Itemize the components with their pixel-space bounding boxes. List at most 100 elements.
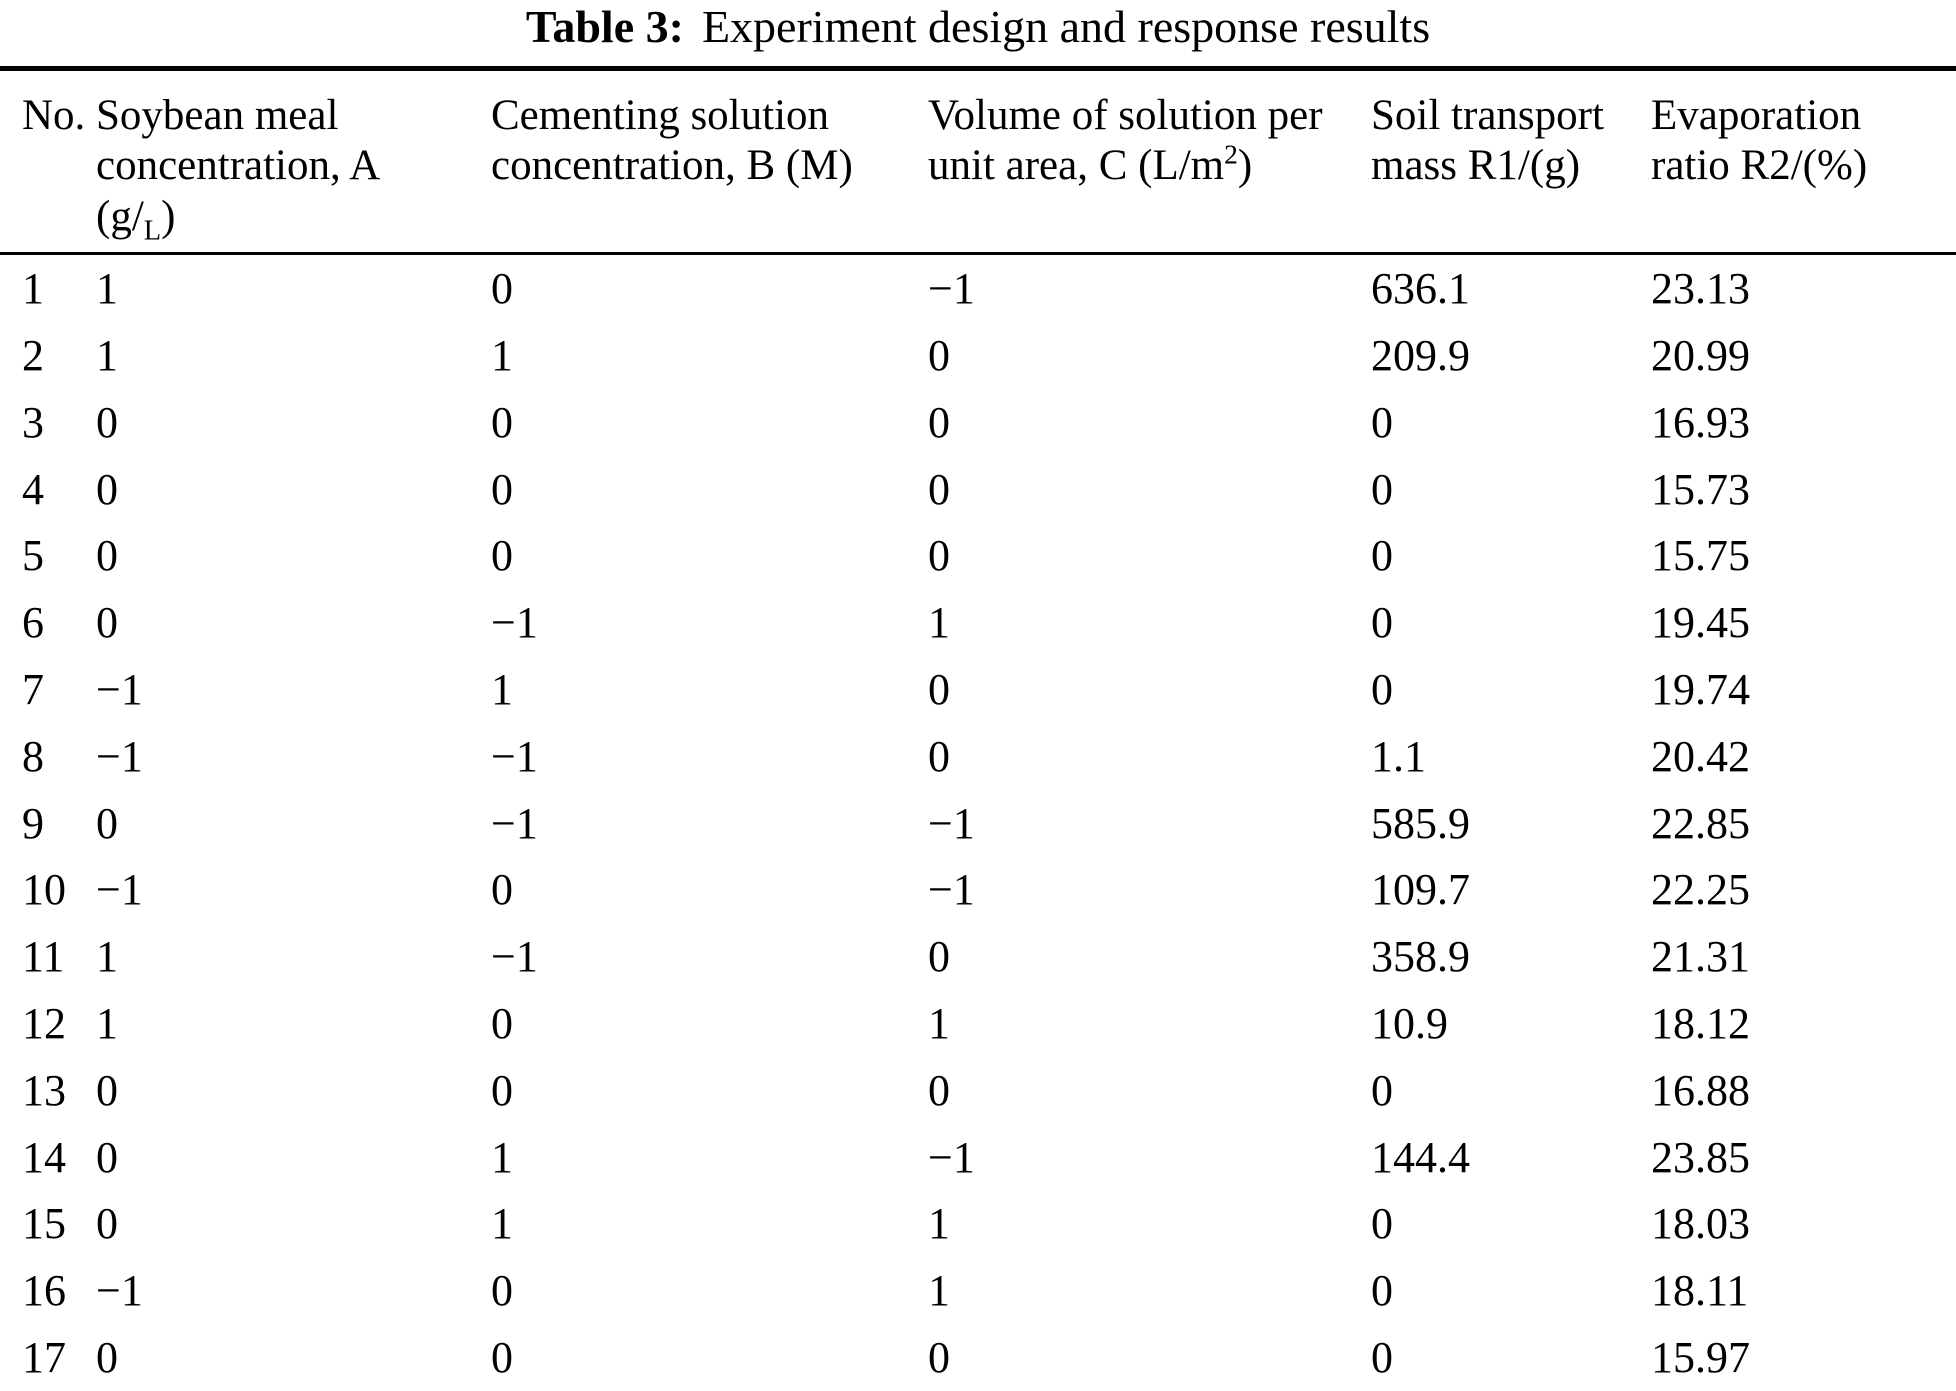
table-cell: 20.42 — [1651, 731, 1750, 781]
table-cell: −1 — [96, 731, 143, 781]
table-cell: 3 — [22, 397, 44, 447]
table-cell: 18.12 — [1651, 999, 1750, 1049]
table-cell: 22.25 — [1651, 865, 1750, 915]
table-cell: 0 — [928, 731, 950, 781]
table-cell: 0 — [928, 397, 950, 447]
header-evaporation-ratio: Evaporation ratio R2/(%) — [1651, 68, 1956, 256]
table-cell: 0 — [1371, 1199, 1393, 1249]
table-caption-label: Table 3: — [525, 1, 684, 52]
table-row: 9 0 −1 −1 585.9 22.85 — [0, 790, 1956, 857]
table-row: 15 0 1 1 0 18.03 — [0, 1191, 1956, 1258]
table-cell: 0 — [491, 999, 513, 1049]
table-cell: 5 — [22, 531, 44, 581]
table-caption-text: Experiment design and response results — [701, 1, 1431, 52]
table-cell: 4 — [22, 464, 44, 514]
table-cell: −1 — [928, 798, 975, 848]
table-cell: −1 — [928, 1132, 975, 1182]
table-cell: 15.97 — [1651, 1333, 1750, 1383]
table-row: 8 −1 −1 0 1.1 20.42 — [0, 723, 1956, 790]
table-cell: 11 — [22, 932, 65, 982]
table-cell: 18.03 — [1651, 1199, 1750, 1249]
table-cell: 19.45 — [1651, 598, 1750, 648]
table-cell: 109.7 — [1371, 865, 1470, 915]
table-cell: 1 — [928, 1266, 950, 1316]
table-cell: 0 — [928, 665, 950, 715]
table-row: 16 −1 0 1 0 18.11 — [0, 1257, 1956, 1324]
table-cell: 1 — [928, 598, 950, 648]
table-row: 13 0 0 0 0 16.88 — [0, 1057, 1956, 1124]
table-cell: 1 — [928, 1199, 950, 1249]
header-soybean-concentration: Soybean meal concentration, A (g/L) — [96, 68, 491, 256]
table-cell: 0 — [928, 932, 950, 982]
table-cell: 0 — [96, 1132, 118, 1182]
table-cell: 21.31 — [1651, 932, 1750, 982]
table-row: 17 0 0 0 0 15.97 — [0, 1324, 1956, 1391]
table-cell: 22.85 — [1651, 798, 1750, 848]
table-cell: 585.9 — [1371, 798, 1470, 848]
table-cell: 9 — [22, 798, 44, 848]
table-cell: 1.1 — [1371, 731, 1426, 781]
table-cell: 0 — [1371, 1333, 1393, 1383]
table-cell: 0 — [96, 1065, 118, 1115]
table-cell: 0 — [96, 464, 118, 514]
header-row: No. Soybean meal concentration, A (g/L) … — [0, 68, 1956, 256]
table-cell: 1 — [96, 932, 118, 982]
table-cell: 0 — [491, 464, 513, 514]
table-body: 1 1 0 −1 636.1 23.13 2 1 1 0 209.9 20.99 3 0 0 0 0 16.93 4… — [0, 254, 1956, 1391]
table-cell: 15.73 — [1651, 464, 1750, 514]
table-cell: 16.93 — [1651, 397, 1750, 447]
table-cell: 1 — [22, 264, 44, 314]
table-row: 1 1 0 −1 636.1 23.13 — [0, 254, 1956, 322]
table-cell: −1 — [96, 665, 143, 715]
table-cell: 17 — [22, 1333, 66, 1383]
table-row: 4 0 0 0 0 15.73 — [0, 456, 1956, 523]
table-cell: 0 — [96, 1199, 118, 1249]
table-cell: 0 — [491, 1333, 513, 1383]
table-cell: 0 — [928, 331, 950, 381]
table-cell: −1 — [491, 731, 538, 781]
table-cell: 12 — [22, 999, 66, 1049]
table-cell: −1 — [491, 798, 538, 848]
table-cell: 18.11 — [1651, 1266, 1749, 1316]
table-cell: 1 — [96, 264, 118, 314]
table-cell: 0 — [1371, 531, 1393, 581]
table-cell: 15.75 — [1651, 531, 1750, 581]
table-cell: −1 — [491, 932, 538, 982]
table-cell: 0 — [96, 397, 118, 447]
table-row: 3 0 0 0 0 16.93 — [0, 389, 1956, 456]
table-cell: 0 — [491, 531, 513, 581]
table-cell: 1 — [491, 1199, 513, 1249]
table-cell: 358.9 — [1371, 932, 1470, 982]
table-cell: 636.1 — [1371, 264, 1470, 314]
table-row: 12 1 0 1 10.9 18.12 — [0, 990, 1956, 1057]
table-cell: 16.88 — [1651, 1065, 1750, 1115]
table-cell: 0 — [491, 264, 513, 314]
table-cell: 0 — [928, 1065, 950, 1115]
table-cell: 1 — [491, 1132, 513, 1182]
table-cell: 1 — [96, 999, 118, 1049]
header-no: No. — [0, 68, 96, 256]
table-cell: 0 — [491, 865, 513, 915]
table-cell: 10 — [22, 865, 66, 915]
table-header: No. Soybean meal concentration, A (g/L) … — [0, 68, 1956, 256]
table-cell: 20.99 — [1651, 331, 1750, 381]
table-cell: 6 — [22, 598, 44, 648]
table-cell: −1 — [96, 865, 143, 915]
table-cell: 209.9 — [1371, 331, 1470, 381]
table-cell: 23.85 — [1651, 1132, 1750, 1182]
table-cell: 144.4 — [1371, 1132, 1470, 1182]
table-cell: 1 — [491, 331, 513, 381]
table-cell: 2 — [22, 331, 44, 381]
table-row: 2 1 1 0 209.9 20.99 — [0, 322, 1956, 389]
table-row: 10 −1 0 −1 109.7 22.25 — [0, 857, 1956, 924]
table-row: 5 0 0 0 0 15.75 — [0, 523, 1956, 590]
table-cell: 0 — [1371, 1065, 1393, 1115]
table-cell: 0 — [96, 531, 118, 581]
table-cell: 7 — [22, 665, 44, 715]
table-cell: 0 — [1371, 397, 1393, 447]
table-cell: 0 — [96, 798, 118, 848]
experiment-design-table: No. Soybean meal concentration, A (g/L) … — [0, 66, 1956, 1391]
table-cell: 15 — [22, 1199, 66, 1249]
table-cell: 19.74 — [1651, 665, 1750, 715]
